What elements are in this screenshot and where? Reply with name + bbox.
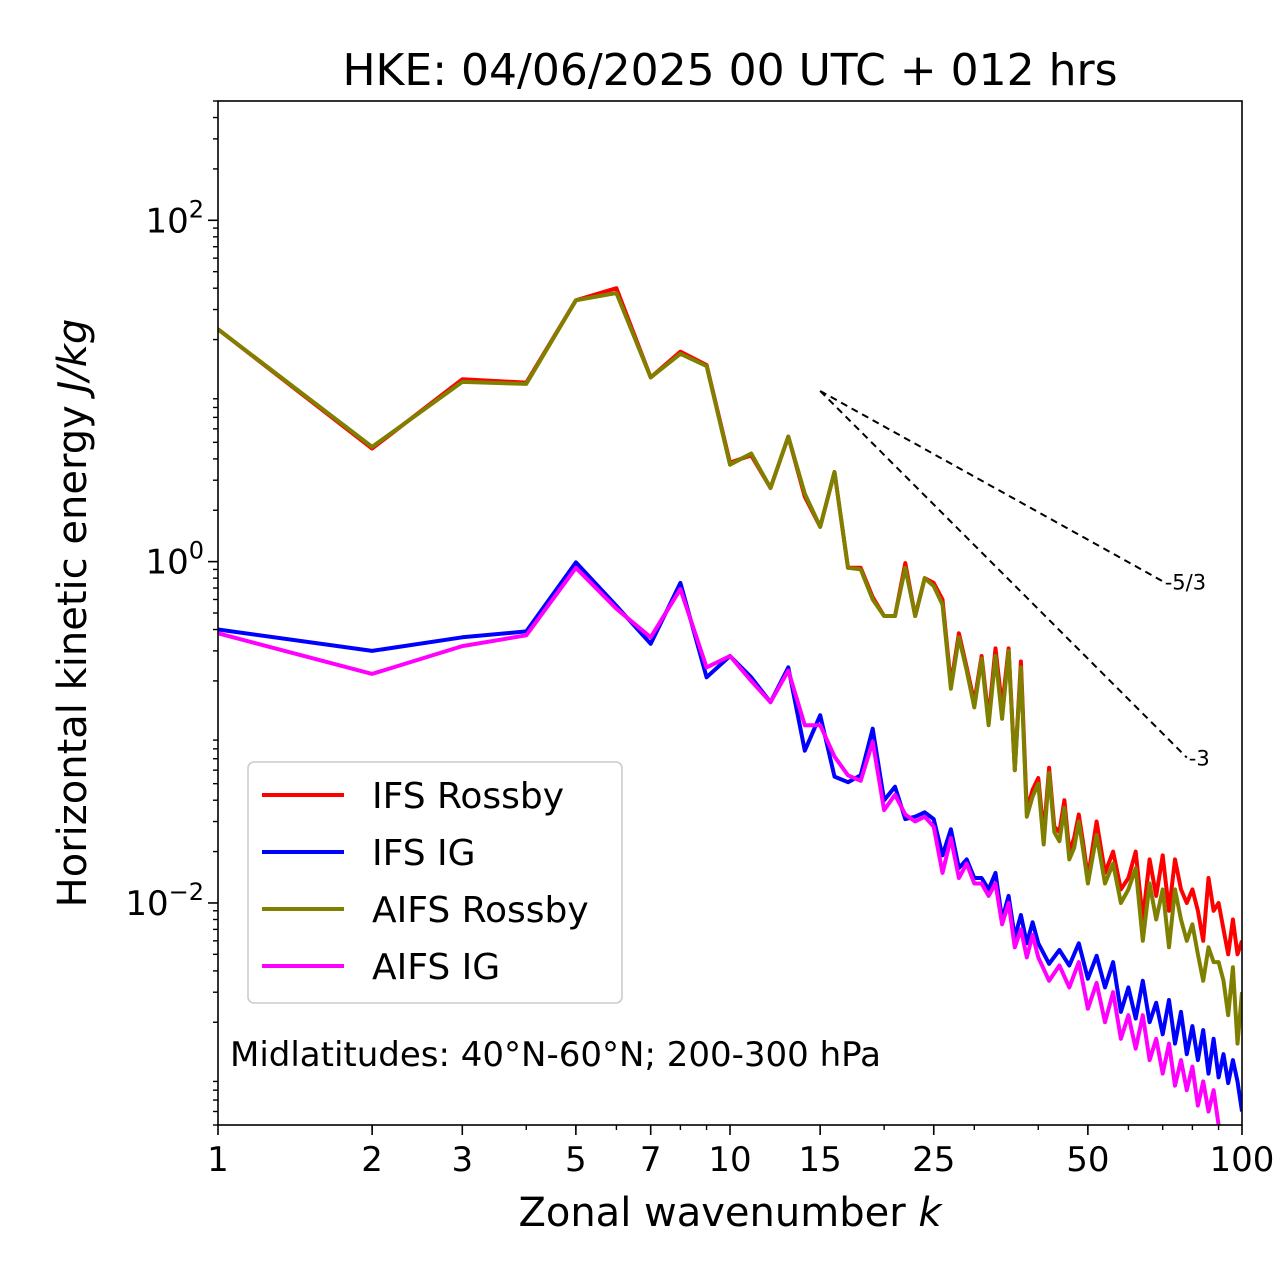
reference-lines: -5/3 -3	[819, 390, 1210, 771]
y-tick-label: 100	[145, 537, 204, 583]
x-tick-label: 15	[799, 1140, 842, 1180]
legend-label: IFS Rossby	[372, 776, 564, 817]
legend-label: AIFS IG	[372, 947, 500, 988]
legend-box	[247, 761, 623, 1004]
legend-label: AIFS Rossby	[372, 890, 589, 931]
legend-label: IFS IG	[372, 833, 476, 874]
x-tick-label: 7	[640, 1140, 662, 1180]
series-line-2	[218, 291, 1242, 1046]
x-tick-label: 2	[361, 1140, 383, 1180]
y-tick-label: 102	[145, 195, 204, 241]
x-tick-label: 50	[1066, 1140, 1109, 1180]
chart-title: HKE: 04/06/2025 00 UTC + 012 hrs	[342, 45, 1117, 96]
series-line-3	[218, 565, 1221, 1125]
reference-label-0: -5/3	[1165, 570, 1206, 594]
y-tick-label: 10−2	[125, 878, 204, 924]
x-tick-label: 10	[708, 1140, 751, 1180]
x-tick-label: 1	[207, 1140, 229, 1180]
x-tick-label: 5	[565, 1140, 587, 1180]
x-axis-label: Zonal wavenumber k	[518, 1190, 943, 1236]
x-tick-label: 100	[1210, 1140, 1275, 1180]
reference-label-1: -3	[1189, 747, 1210, 771]
y-axis-label: Horizontal kinetic energy J/kg	[50, 319, 96, 908]
reference-line-0	[819, 390, 1164, 583]
x-tick-label: 3	[451, 1140, 473, 1180]
y-axis-ticks: 10−2 100 102	[125, 100, 218, 1126]
region-annotation: Midlatitudes: 40°N-60°N; 200-300 hPa	[230, 1035, 881, 1075]
reference-line-1	[819, 390, 1188, 759]
x-tick-label: 25	[912, 1140, 955, 1180]
series-layer	[218, 286, 1242, 1125]
legend: IFS Rossby IFS IG AIFS Rossby AIFS IG	[247, 761, 623, 1004]
x-axis-ticks: 1 2 3 5 7 10 15 25 50 100	[207, 1125, 1274, 1180]
